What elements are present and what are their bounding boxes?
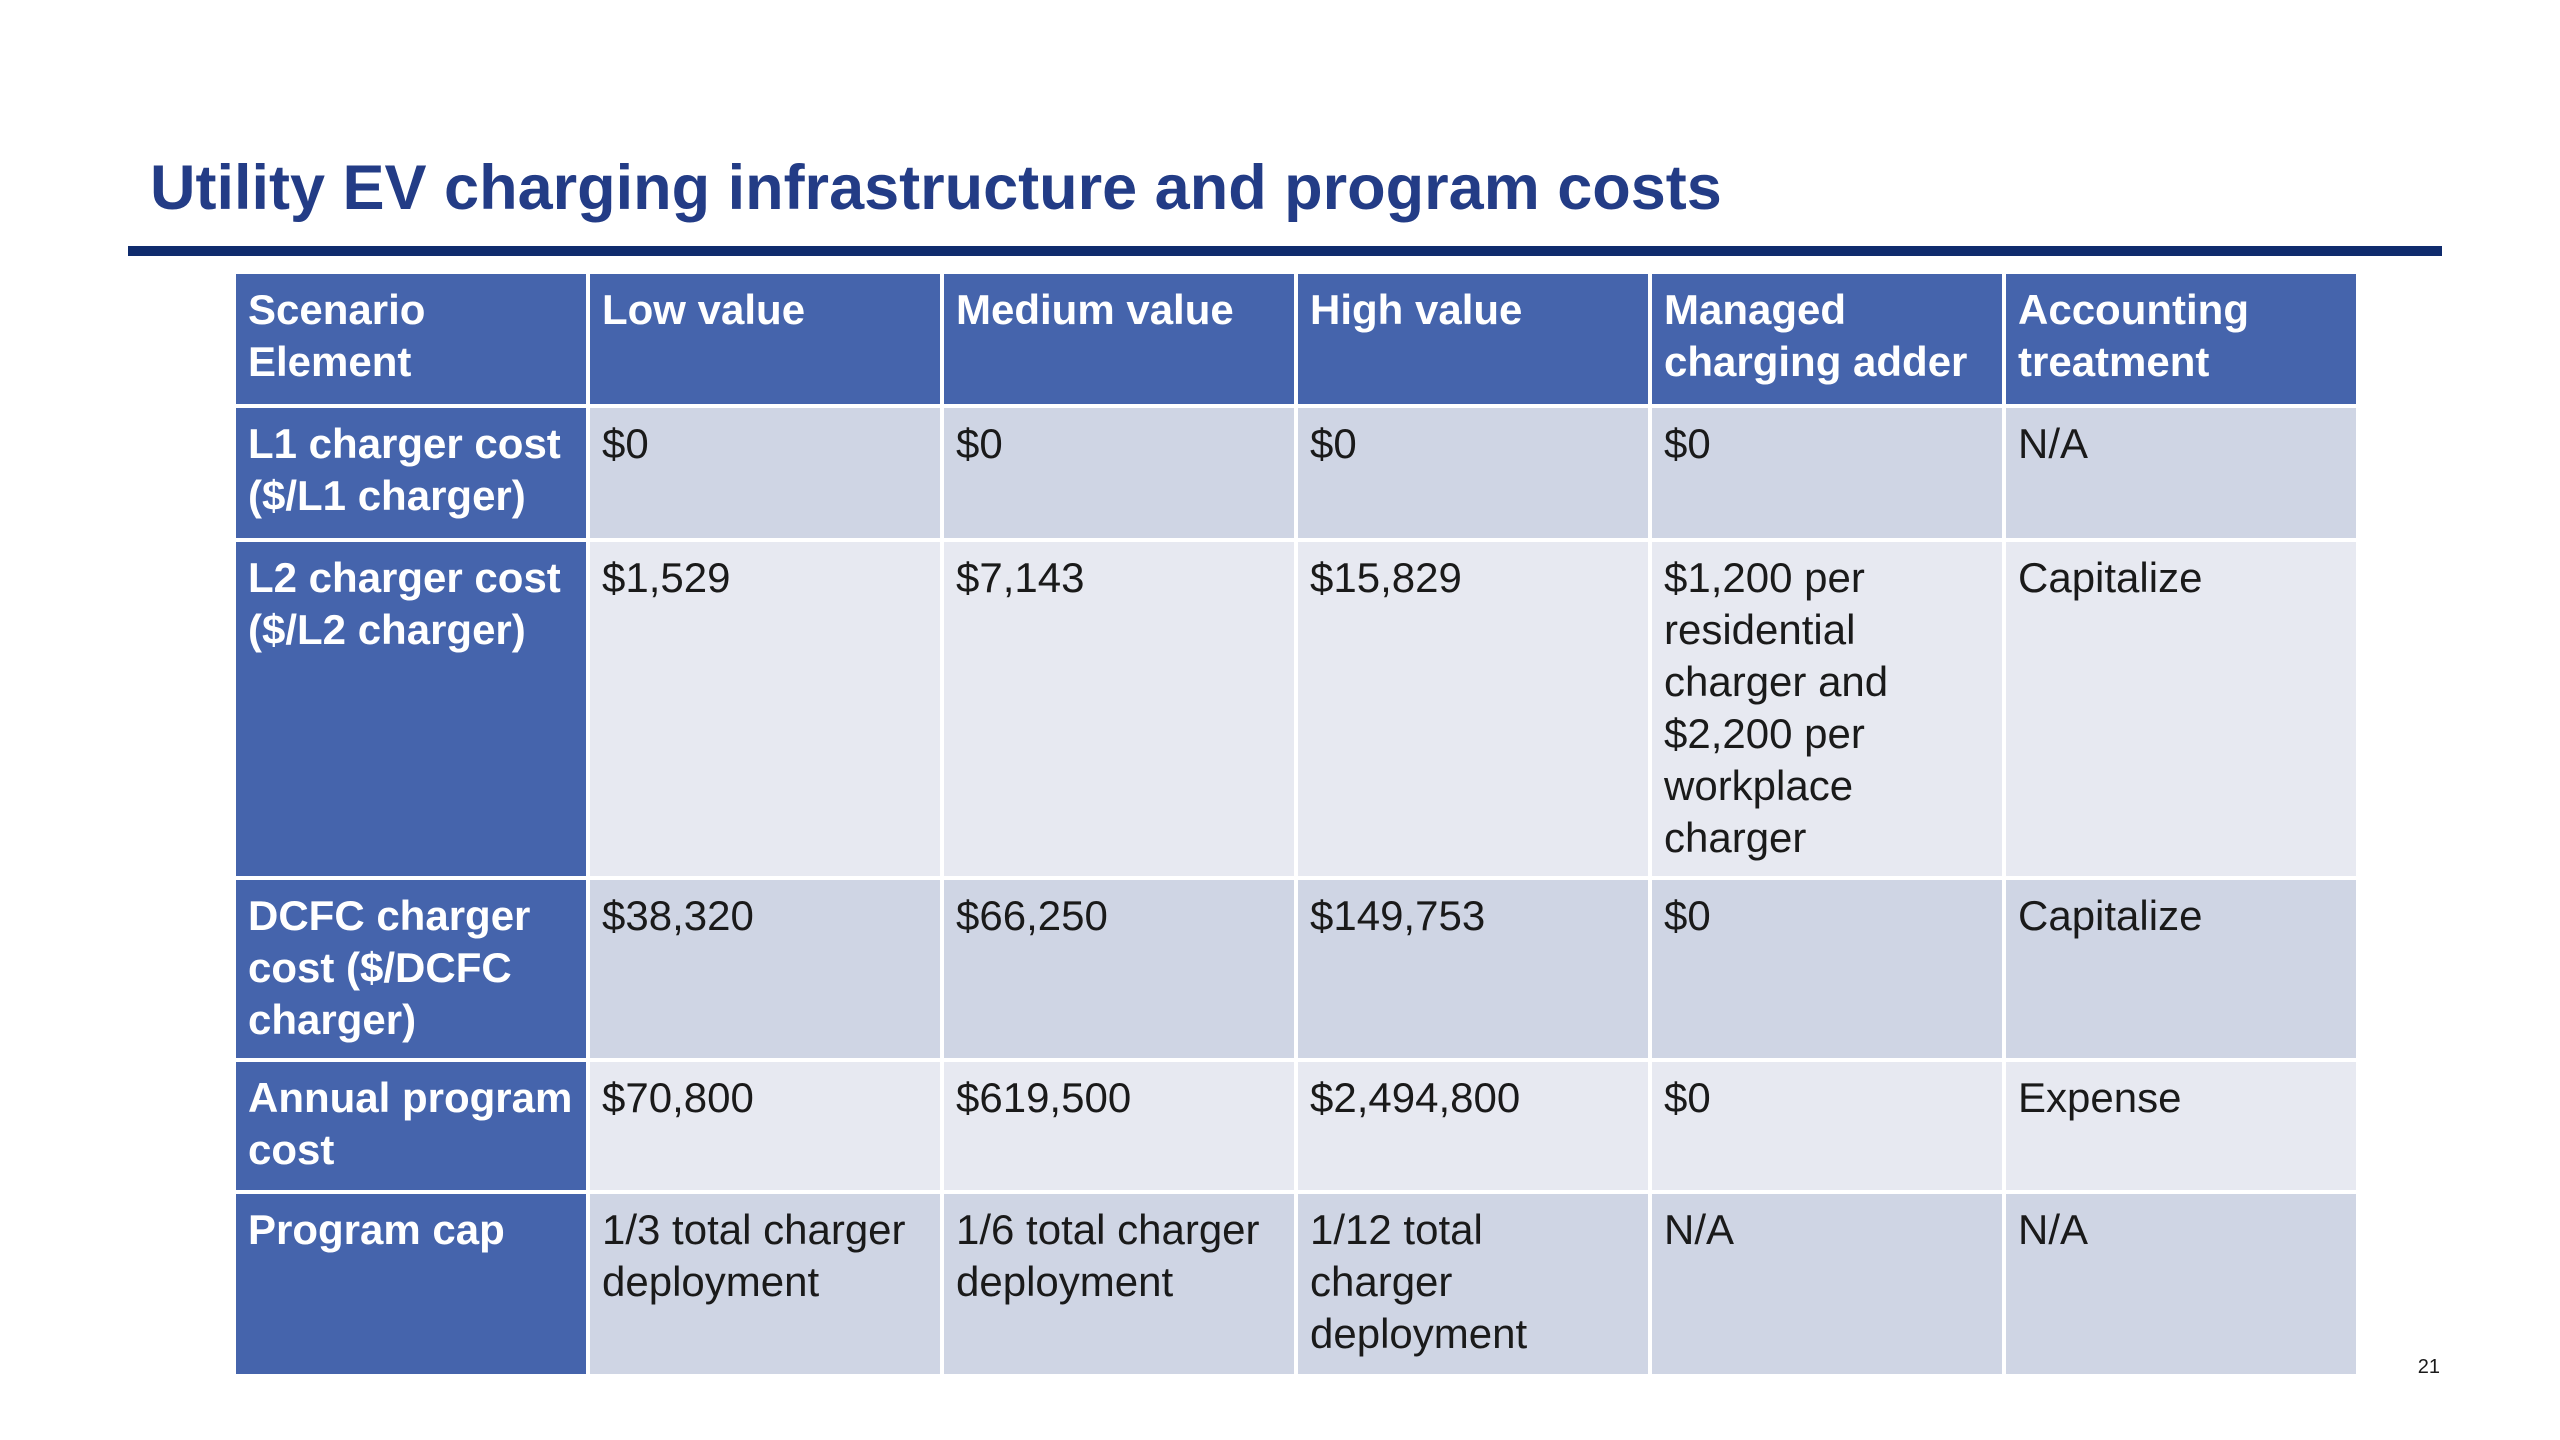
cell-medium-value: $66,250 xyxy=(944,880,1294,1058)
page-number: 21 xyxy=(2417,1356,2440,1378)
header-managed-charging-adder: Managed charging adder xyxy=(1652,274,2002,404)
cell-managed-charging-adder: N/A xyxy=(1652,1194,2002,1374)
header-scenario-element: Scenario Element xyxy=(236,274,586,404)
cell-high-value: $0 xyxy=(1298,408,1648,538)
cell-medium-value: 1/6 total charger deployment xyxy=(944,1194,1294,1374)
table-row-l1-charger: L1 charger cost ($/L1 charger) $0 $0 $0 … xyxy=(236,408,2356,538)
row-label: DCFC charger cost ($/DCFC charger) xyxy=(236,880,586,1058)
cell-medium-value: $7,143 xyxy=(944,542,1294,876)
cell-managed-charging-adder: $0 xyxy=(1652,880,2002,1058)
header-high-value: High value xyxy=(1298,274,1648,404)
table-row-dcfc-charger: DCFC charger cost ($/DCFC charger) $38,3… xyxy=(236,880,2356,1058)
cell-accounting-treatment: Capitalize xyxy=(2006,880,2356,1058)
header-medium-value: Medium value xyxy=(944,274,1294,404)
header-accounting-treatment: Accounting treatment xyxy=(2006,274,2356,404)
title-divider xyxy=(128,246,2442,256)
row-label: L2 charger cost ($/L2 charger) xyxy=(236,542,586,876)
cell-high-value: $2,494,800 xyxy=(1298,1062,1648,1190)
cell-high-value: 1/12 total charger deployment xyxy=(1298,1194,1648,1374)
cell-managed-charging-adder: $0 xyxy=(1652,1062,2002,1190)
cell-accounting-treatment: Capitalize xyxy=(2006,542,2356,876)
cell-medium-value: $619,500 xyxy=(944,1062,1294,1190)
cell-low-value: $0 xyxy=(590,408,940,538)
cell-accounting-treatment: N/A xyxy=(2006,408,2356,538)
table-row-l2-charger: L2 charger cost ($/L2 charger) $1,529 $7… xyxy=(236,542,2356,876)
cell-medium-value: $0 xyxy=(944,408,1294,538)
cell-low-value: 1/3 total charger deployment xyxy=(590,1194,940,1374)
slide-title: Utility EV charging infrastructure and p… xyxy=(150,153,1722,223)
cell-managed-charging-adder: $1,200 per residential charger and $2,20… xyxy=(1652,542,2002,876)
cell-high-value: $15,829 xyxy=(1298,542,1648,876)
table-row-program-cap: Program cap 1/3 total charger deployment… xyxy=(236,1194,2356,1374)
cell-accounting-treatment: N/A xyxy=(2006,1194,2356,1374)
cost-table: Scenario Element Low value Medium value … xyxy=(232,270,2360,1378)
cell-managed-charging-adder: $0 xyxy=(1652,408,2002,538)
cell-low-value: $38,320 xyxy=(590,880,940,1058)
row-label: Program cap xyxy=(236,1194,586,1374)
table-header-row: Scenario Element Low value Medium value … xyxy=(236,274,2356,404)
cell-low-value: $70,800 xyxy=(590,1062,940,1190)
cell-accounting-treatment: Expense xyxy=(2006,1062,2356,1190)
table-row-annual-program-cost: Annual program cost $70,800 $619,500 $2,… xyxy=(236,1062,2356,1190)
cell-low-value: $1,529 xyxy=(590,542,940,876)
header-low-value: Low value xyxy=(590,274,940,404)
row-label: L1 charger cost ($/L1 charger) xyxy=(236,408,586,538)
row-label: Annual program cost xyxy=(236,1062,586,1190)
cell-high-value: $149,753 xyxy=(1298,880,1648,1058)
